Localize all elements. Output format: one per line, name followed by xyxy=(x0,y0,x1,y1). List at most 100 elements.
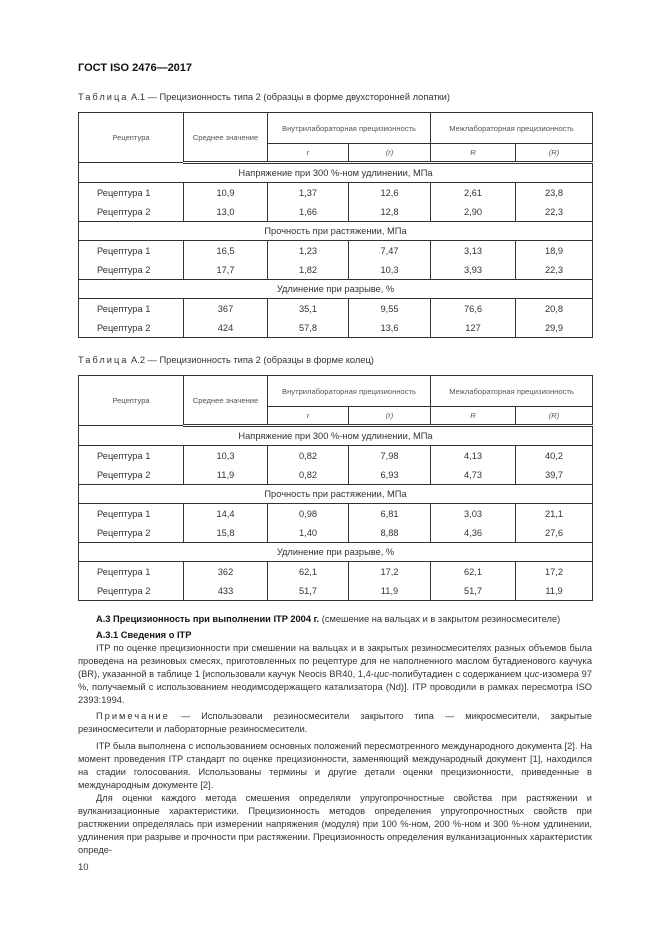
table-cell: 11,9 xyxy=(183,465,268,485)
table-a1: Рецептура Среднее значение Внутрилаборатор… xyxy=(77,112,594,338)
header-R: R xyxy=(430,406,517,427)
table-cell: 2,90 xyxy=(430,202,517,222)
table-cell: 29,9 xyxy=(515,318,594,338)
header-between-lab: Межлабораторная прецизионность xyxy=(430,112,594,144)
table-cell: 11,9 xyxy=(347,581,432,601)
table-cell: 4,13 xyxy=(430,445,517,465)
table-cell: 40,2 xyxy=(515,445,594,465)
table-cell: 17,7 xyxy=(183,260,268,280)
table-cell: Рецептура 1 xyxy=(78,503,184,523)
table-cell: 35,1 xyxy=(267,298,349,318)
table-row: Рецептура 1 16,5 1,23 7,47 3,13 18,9 xyxy=(78,240,594,260)
section-title: Напряжение при 300 %-ном удлинении, МПа xyxy=(77,162,594,183)
section-row: Прочность при растяжении, МПа xyxy=(77,221,594,241)
section-row: Удлинение при разрыве, % xyxy=(77,542,594,562)
paragraph-1: ITP по оценке прецизионности при смешени… xyxy=(78,642,592,707)
section-title: Удлинение при разрыве, % xyxy=(77,542,594,562)
table-row: Рецептура 1 14,4 0,98 6,81 3,03 21,1 xyxy=(78,503,594,523)
table-row: Рецептура 1 367 35,1 9,55 76,6 20,8 xyxy=(78,298,594,318)
table-cell: 3,13 xyxy=(430,240,517,260)
header-R: R xyxy=(430,143,517,164)
table-cell: Рецептура 1 xyxy=(78,298,184,318)
table-cell: 127 xyxy=(430,318,517,338)
table-cell: 62,1 xyxy=(267,561,349,581)
table-cell: Рецептура 2 xyxy=(78,318,184,338)
table-cell: 7,98 xyxy=(347,445,432,465)
header-mean: Среднее значение xyxy=(183,375,268,427)
note: Примечание — Использовали резиносмесител… xyxy=(78,710,592,736)
header-mean: Среднее значение xyxy=(183,112,268,164)
header-r-relative: (r) xyxy=(347,143,432,164)
table-cell: 7,47 xyxy=(347,240,432,260)
header-within-lab: Внутрилабораторная прецизионность xyxy=(266,112,432,144)
table-cell: 76,6 xyxy=(430,298,517,318)
table-cell: 424 xyxy=(183,318,268,338)
table-cell: 13,6 xyxy=(347,318,432,338)
caption-prefix: Таблица xyxy=(78,355,129,365)
table-cell: 16,5 xyxy=(183,240,268,260)
section-row: Напряжение при 300 %-ном удлинении, МПа xyxy=(77,162,594,183)
table-cell: 17,2 xyxy=(515,561,594,581)
table-row: Рецептура 2 17,7 1,82 10,3 3,93 22,3 xyxy=(78,260,594,280)
table-cell: Рецептура 2 xyxy=(78,581,184,601)
paragraph-2: ITP была выполнена с использованием осно… xyxy=(78,741,592,790)
header-between-lab: Межлабораторная прецизионность xyxy=(430,375,594,407)
section-row: Удлинение при разрыве, % xyxy=(77,279,594,299)
table-cell: 1,40 xyxy=(267,523,349,543)
caption-text: А.2 — Прецизионность типа 2 (образцы в ф… xyxy=(131,355,374,365)
table-cell: 10,9 xyxy=(183,182,268,202)
table-cell: 4,73 xyxy=(430,465,517,485)
table-cell: 4,36 xyxy=(430,523,517,543)
table-cell: 51,7 xyxy=(430,581,517,601)
table-cell: Рецептура 2 xyxy=(78,260,184,280)
table-cell: 9,55 xyxy=(347,298,432,318)
table-cell: 13,0 xyxy=(183,202,268,222)
table-cell: 10,3 xyxy=(183,445,268,465)
table-cell: 14,4 xyxy=(183,503,268,523)
table-cell: 23,8 xyxy=(515,182,594,202)
table-cell: Рецептура 1 xyxy=(78,445,184,465)
table-cell: 433 xyxy=(183,581,268,601)
section-title: Напряжение при 300 %-ном удлинении, МПа xyxy=(77,425,594,446)
table-cell: 362 xyxy=(183,561,268,581)
table-cell: 20,8 xyxy=(515,298,594,318)
table-row: Рецептура 2 13,0 1,66 12,8 2,90 22,3 xyxy=(78,202,594,222)
table-cell: Рецептура 2 xyxy=(78,523,184,543)
caption-text: А.1 — Прецизионность типа 2 (образцы в ф… xyxy=(131,92,450,102)
header-r: r xyxy=(267,406,349,427)
body-text: А.3 Прецизионность при выполнении ITP 20… xyxy=(78,613,592,857)
section-title: Удлинение при разрыве, % xyxy=(77,279,594,299)
table-cell: 51,7 xyxy=(267,581,349,601)
table-cell: 22,3 xyxy=(515,202,594,222)
section-row: Прочность при растяжении, МПа xyxy=(77,484,594,504)
table-cell: Рецептура 1 xyxy=(78,561,184,581)
section-title: Прочность при растяжении, МПа xyxy=(77,221,594,241)
table-cell: 17,2 xyxy=(347,561,432,581)
table-cell: 10,3 xyxy=(347,260,432,280)
table-row: Рецептура 2 433 51,7 11,9 51,7 11,9 xyxy=(78,581,594,601)
table-cell: 22,3 xyxy=(515,260,594,280)
table-a1-caption: Таблица А.1 — Прецизионность типа 2 (обр… xyxy=(78,91,592,103)
table-cell: 8,88 xyxy=(347,523,432,543)
section-a3-heading: А.3 Прецизионность при выполнении ITP 20… xyxy=(96,614,320,624)
table-row: Рецептура 1 10,9 1,37 12,6 2,61 23,8 xyxy=(78,182,594,202)
section-a31-heading: А.3.1 Сведения о ITP xyxy=(96,630,192,640)
table-row: Рецептура 2 424 57,8 13,6 127 29,9 xyxy=(78,318,594,338)
table-a2: Рецептура Среднее значение Внутрилаборатор… xyxy=(77,375,594,601)
note-text: — Использовали резиносмесители закрытого… xyxy=(78,711,592,734)
table-cell: 3,03 xyxy=(430,503,517,523)
table-cell: 57,8 xyxy=(267,318,349,338)
table-cell: 12,8 xyxy=(347,202,432,222)
document-page: ГОСТ ISO 2476—2017 Таблица А.1 — Прецизи… xyxy=(77,62,594,873)
header-R-relative: (R) xyxy=(515,406,594,427)
note-label: Примечание xyxy=(96,711,170,721)
table-cell: 1,82 xyxy=(267,260,349,280)
italic-term: цис xyxy=(524,669,540,679)
header-r-relative: (r) xyxy=(347,406,432,427)
table-cell: Рецептура 1 xyxy=(78,240,184,260)
table-cell: 0,98 xyxy=(267,503,349,523)
table-cell: 1,23 xyxy=(267,240,349,260)
header-r: r xyxy=(267,143,349,164)
table-cell: 15,8 xyxy=(183,523,268,543)
section-row: Напряжение при 300 %-ном удлинении, МПа xyxy=(77,425,594,446)
